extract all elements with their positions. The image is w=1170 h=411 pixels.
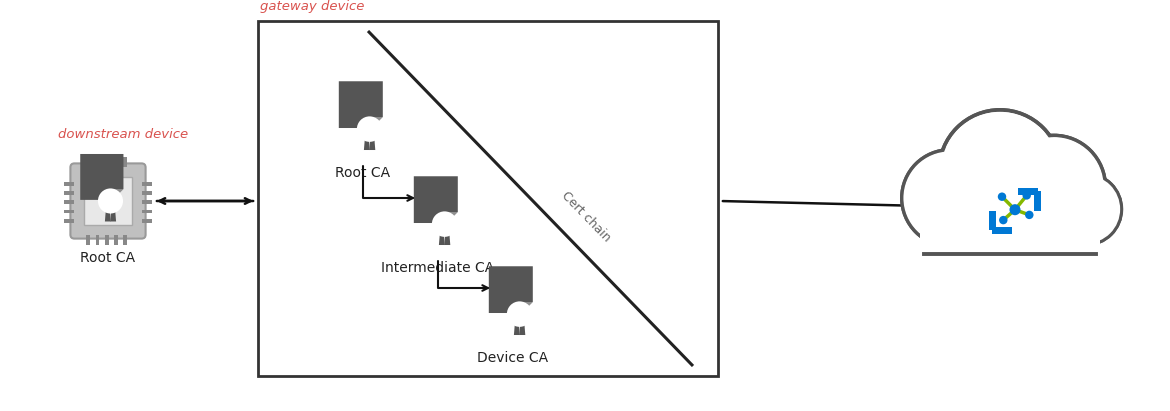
Polygon shape	[105, 210, 111, 222]
Circle shape	[509, 303, 531, 325]
Bar	[87, 157, 90, 167]
Bar	[64, 182, 75, 186]
Circle shape	[941, 112, 1059, 230]
Bar	[259, 21, 718, 376]
Polygon shape	[447, 212, 457, 223]
Bar	[64, 201, 75, 204]
Text: gateway device: gateway device	[260, 0, 364, 13]
Polygon shape	[339, 81, 383, 128]
Polygon shape	[514, 323, 519, 335]
Bar	[920, 201, 1100, 257]
Polygon shape	[445, 233, 450, 245]
Polygon shape	[110, 210, 116, 222]
Text: IoT Hub: IoT Hub	[998, 137, 1052, 151]
Polygon shape	[519, 323, 525, 335]
Circle shape	[1052, 175, 1120, 243]
Polygon shape	[81, 154, 124, 200]
Circle shape	[1010, 204, 1020, 215]
Bar	[920, 204, 1100, 257]
Circle shape	[1004, 137, 1103, 236]
Text: downstream device: downstream device	[58, 128, 188, 141]
Circle shape	[516, 311, 523, 317]
Bar	[123, 235, 128, 245]
Bar	[1034, 192, 1041, 211]
Polygon shape	[370, 138, 376, 150]
Circle shape	[366, 126, 373, 132]
Circle shape	[998, 192, 1006, 201]
Circle shape	[902, 150, 998, 246]
Circle shape	[903, 151, 997, 245]
Bar	[113, 157, 118, 167]
Bar	[142, 191, 152, 195]
Bar	[123, 157, 128, 167]
Circle shape	[903, 151, 997, 245]
Circle shape	[108, 198, 113, 204]
Polygon shape	[364, 138, 370, 150]
Bar	[920, 204, 1100, 257]
Polygon shape	[372, 117, 383, 128]
Circle shape	[441, 221, 448, 227]
Circle shape	[434, 213, 455, 235]
Bar	[142, 182, 152, 186]
Circle shape	[940, 110, 1061, 232]
Text: Cert chain: Cert chain	[558, 189, 613, 245]
Polygon shape	[489, 266, 532, 313]
Text: Root CA: Root CA	[336, 166, 391, 180]
Bar	[96, 235, 99, 245]
Polygon shape	[112, 189, 124, 200]
Circle shape	[1023, 191, 1031, 200]
Bar	[142, 201, 152, 204]
Bar	[64, 191, 75, 195]
Bar	[1018, 188, 1038, 195]
Bar	[142, 210, 152, 213]
Bar	[64, 219, 75, 222]
Bar	[96, 157, 99, 167]
Circle shape	[1051, 174, 1121, 245]
Circle shape	[1052, 175, 1120, 243]
Bar	[87, 235, 90, 245]
Circle shape	[358, 118, 380, 140]
Bar	[64, 210, 75, 213]
Polygon shape	[414, 176, 457, 223]
Bar	[105, 157, 109, 167]
Bar	[105, 235, 109, 245]
Polygon shape	[522, 302, 532, 313]
FancyBboxPatch shape	[70, 164, 145, 239]
FancyBboxPatch shape	[84, 177, 132, 225]
Circle shape	[1025, 211, 1033, 219]
Text: Device CA: Device CA	[477, 351, 549, 365]
Circle shape	[999, 216, 1007, 224]
Text: Root CA: Root CA	[81, 251, 136, 265]
Circle shape	[1004, 137, 1103, 236]
Text: Intermediate CA: Intermediate CA	[381, 261, 495, 275]
Bar	[992, 227, 1012, 234]
Bar	[142, 219, 152, 222]
Bar	[113, 235, 118, 245]
Circle shape	[1003, 136, 1106, 238]
Polygon shape	[439, 233, 445, 245]
Bar	[989, 211, 996, 231]
Circle shape	[941, 112, 1059, 230]
Circle shape	[99, 190, 122, 212]
